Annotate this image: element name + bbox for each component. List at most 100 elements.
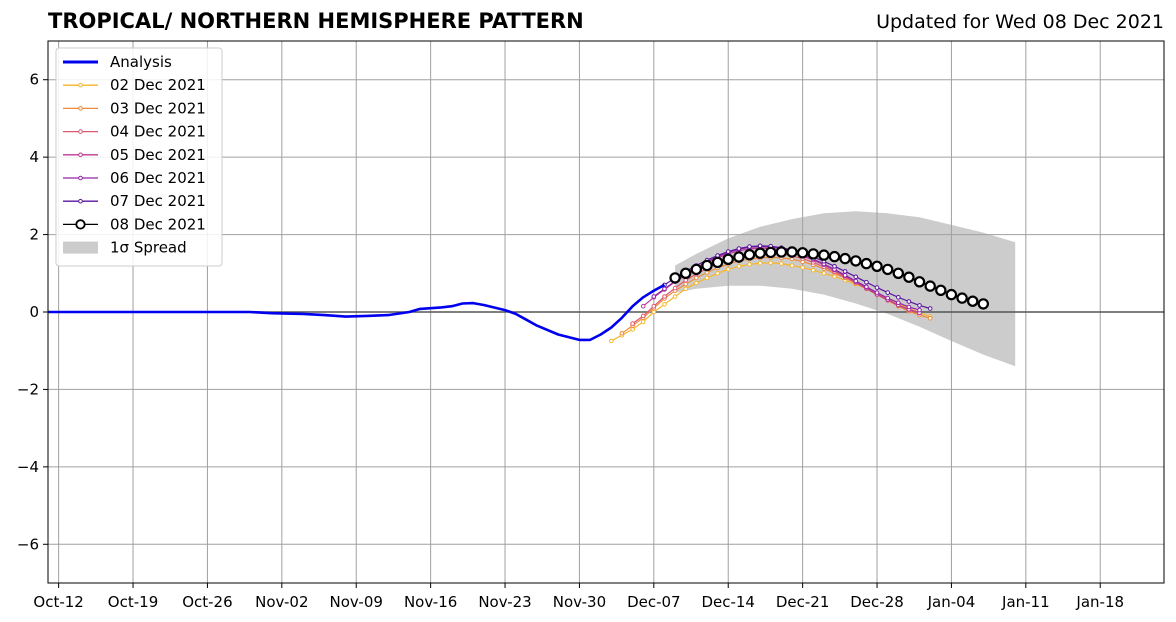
- forecast-02-dec-2021-point: [757, 260, 763, 266]
- forecast-02-dec-2021-point: [715, 271, 720, 276]
- forecast-08-dec-2021-point: [775, 246, 788, 258]
- series-layer: [48, 243, 990, 344]
- forecast-06-dec-2021-point: [896, 300, 901, 306]
- legend-label: 08 Dec 2021: [110, 215, 206, 233]
- forecast-08-dec-2021-point: [807, 248, 820, 260]
- forecast-02-dec-2021-point: [736, 264, 742, 269]
- forecast-08-dec-2021-point: [935, 284, 947, 296]
- x-tick-label: Jan-04: [927, 593, 976, 611]
- forecast-07-dec-2021-point: [874, 285, 880, 290]
- axes-layer: Oct-12 Oct-19 Oct-26 Nov-02 Nov-09 Nov-16 Nov-…: [17, 40, 1165, 611]
- forecast-08-dec-2021-point: [882, 263, 894, 276]
- forecast-03-dec-2021-point: [694, 275, 699, 281]
- x-tick-label: Nov-23: [478, 593, 531, 611]
- forecast-07-dec-2021-point: [864, 279, 869, 285]
- forecast-06-dec-2021-point: [842, 272, 848, 278]
- forecast-08-dec-2021-point: [913, 276, 926, 288]
- legend-entry: 08 Dec 2021: [63, 215, 206, 233]
- forecast-08-dec-2021-point: [733, 251, 745, 263]
- forecast-07-dec-2021-point: [832, 264, 837, 269]
- forecast-02-dec-2021-point: [779, 261, 784, 266]
- x-tick-label: Nov-30: [553, 593, 606, 611]
- forecast-08-dec-2021-point: [828, 250, 841, 263]
- analysis-line: [48, 283, 666, 342]
- x-tick-label: Jan-18: [1075, 593, 1124, 611]
- forecast-02-dec-2021-point: [725, 267, 731, 272]
- legend-label: 05 Dec 2021: [110, 146, 206, 164]
- forecast-07-dec-2021-point: [747, 244, 752, 249]
- forecast-04-dec-2021-point: [640, 313, 646, 319]
- forecast-08-dec-2021-point: [765, 246, 777, 259]
- chart-title: TROPICAL/ NORTHERN HEMISPHERE PATTERN: [48, 9, 584, 33]
- legend-marker: [78, 175, 83, 181]
- forecast-07-dec-2021-point: [917, 303, 922, 308]
- legend-entry: 03 Dec 2021: [63, 99, 206, 117]
- forecast-08-dec-2021-point: [892, 267, 905, 279]
- x-tick-label: Jan-11: [1001, 593, 1050, 611]
- forecast-06-dec-2021-point: [917, 307, 922, 313]
- forecast-08-dec-2021-point: [796, 247, 809, 259]
- forecast-08-dec-2021-point: [711, 256, 724, 269]
- forecast-04-dec-2021-point: [630, 321, 635, 326]
- forecast-07-dec-2021-point: [757, 243, 763, 249]
- x-tick-label: Dec-21: [776, 593, 830, 611]
- y-tick-label: 4: [29, 148, 39, 166]
- legend-marker: [78, 152, 83, 158]
- forecast-05-dec-2021-point: [640, 303, 646, 309]
- forecast-04-dec-2021-point: [683, 278, 689, 283]
- forecast-06-dec-2021-point: [906, 304, 912, 310]
- forecast-02-dec-2021-point: [811, 267, 816, 273]
- plot-frame: [47, 40, 1165, 584]
- x-tick-label: Dec-28: [850, 593, 904, 611]
- forecast-02-dec-2021-point: [630, 327, 635, 332]
- legend-marker: [78, 82, 83, 88]
- legend-label: 1σ Spread: [110, 239, 187, 257]
- forecast-02-dec-2021-point: [704, 275, 710, 281]
- forecast-08-dec-2021-point: [722, 253, 734, 265]
- legend-box: [55, 47, 223, 267]
- forecast-08-dec-2021-point: [903, 271, 915, 283]
- forecast-08-dec-2021-point: [860, 257, 873, 270]
- forecast-02-dec-2021-point: [800, 265, 805, 270]
- forecast-03-dec-2021-point: [927, 315, 933, 321]
- legend-label: 07 Dec 2021: [110, 192, 206, 210]
- legend-entry: 05 Dec 2021: [63, 146, 206, 164]
- legend-label: 03 Dec 2021: [110, 99, 206, 117]
- forecast-02-dec-2021-point: [821, 271, 827, 276]
- forecast-07-dec-2021-point: [736, 246, 742, 251]
- forecast-02-dec-2021-point: [640, 319, 646, 325]
- forecast-02-dec-2021-point: [651, 309, 657, 315]
- forecast-02-dec-2021-point: [768, 260, 774, 266]
- legend-entry: Analysis: [63, 53, 172, 71]
- forecast-06-dec-2021-point: [651, 294, 657, 299]
- legend-label: 02 Dec 2021: [110, 76, 206, 94]
- forecast-08-dec-2021-point: [818, 249, 830, 261]
- forecast-03-dec-2021-point: [704, 270, 710, 275]
- legend: Analysis 02 Dec 2021 03 Dec 2021 04 Dec 202…: [55, 47, 223, 267]
- forecast-07-dec-2021-point: [896, 295, 901, 300]
- legend-marker: [75, 219, 86, 230]
- forecast-08-dec-2021-point: [924, 280, 936, 292]
- legend-entry: 07 Dec 2021: [63, 192, 206, 210]
- forecast-02-dec-2021-point: [694, 280, 699, 286]
- legend-label: 06 Dec 2021: [110, 169, 206, 187]
- legend-marker: [78, 198, 83, 204]
- forecast-04-dec-2021-point: [662, 294, 667, 299]
- forecast-08-dec-2021-point: [680, 267, 692, 279]
- forecast-04-dec-2021-point: [651, 303, 657, 309]
- forecast-08-dec-2021-point: [743, 248, 756, 261]
- x-tick-label: Oct-12: [33, 593, 83, 611]
- forecast-06-dec-2021-point: [885, 295, 891, 301]
- forecast-02-dec-2021-point: [747, 262, 752, 267]
- grid-layer: [48, 41, 1164, 583]
- forecast-03-dec-2021-point: [619, 331, 625, 336]
- forecast-02-dec-2021-point: [683, 286, 689, 292]
- legend-label: Analysis: [110, 53, 172, 71]
- x-tick-label: Nov-02: [255, 593, 308, 611]
- forecast-08-dec-2021-point: [669, 272, 681, 284]
- forecast-07-dec-2021-point: [927, 306, 933, 311]
- forecast-08-dec-2021-point: [839, 252, 851, 265]
- forecast-02-dec-2021-point: [662, 302, 667, 307]
- forecast-02-dec-2021-point: [609, 338, 614, 344]
